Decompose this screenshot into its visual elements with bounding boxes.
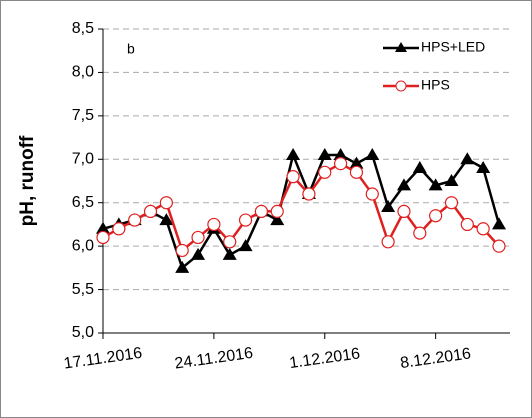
marker <box>365 187 379 201</box>
legend-marker <box>395 80 407 92</box>
marker <box>460 217 474 232</box>
marker <box>444 196 459 210</box>
marker <box>444 174 459 186</box>
marker <box>381 200 396 213</box>
marker <box>349 165 364 179</box>
marker <box>143 204 158 218</box>
y-tick-label: 5,5 <box>72 281 94 298</box>
legend-label: HPS <box>421 77 450 93</box>
marker <box>223 235 237 249</box>
marker <box>365 147 380 160</box>
marker <box>175 243 189 258</box>
y-axis-label: pH, runoff <box>17 135 38 226</box>
marker <box>191 247 206 260</box>
marker <box>492 239 506 253</box>
marker <box>96 221 110 234</box>
marker <box>128 213 142 227</box>
marker <box>159 213 174 226</box>
marker <box>413 226 427 240</box>
marker <box>159 196 173 210</box>
marker <box>428 178 443 191</box>
marker <box>476 222 490 236</box>
marker <box>429 209 443 223</box>
marker <box>286 147 301 160</box>
y-tick-label: 8,0 <box>72 64 94 81</box>
y-tick-label: 5,0 <box>72 324 94 341</box>
marker <box>238 239 253 252</box>
marker <box>270 204 284 218</box>
marker <box>318 165 332 179</box>
marker <box>270 213 285 226</box>
marker <box>96 230 110 245</box>
annotation: b <box>127 41 135 57</box>
marker <box>175 260 190 273</box>
marker <box>334 157 348 171</box>
legend-marker <box>395 42 407 52</box>
marker <box>112 222 126 236</box>
marker <box>254 204 268 218</box>
marker <box>460 152 475 165</box>
marker <box>222 247 237 260</box>
marker <box>317 147 332 160</box>
y-tick-label: 6,0 <box>72 237 94 254</box>
series-line <box>102 150 501 270</box>
marker <box>191 230 205 245</box>
marker <box>381 235 395 249</box>
y-tick-label: 8,5 <box>72 20 94 37</box>
marker <box>349 156 364 169</box>
legend-label: HPS+LED <box>421 39 485 55</box>
y-tick-label: 7,0 <box>72 151 94 168</box>
y-tick-label: 7,5 <box>72 107 94 124</box>
marker <box>476 160 491 173</box>
marker <box>397 204 411 218</box>
marker <box>207 217 221 232</box>
marker <box>286 170 300 184</box>
marker <box>412 160 427 173</box>
marker <box>333 147 348 160</box>
marker <box>396 178 411 191</box>
y-tick-label: 6,5 <box>72 194 94 211</box>
marker <box>238 213 253 227</box>
marker <box>302 187 316 201</box>
marker <box>492 217 506 230</box>
